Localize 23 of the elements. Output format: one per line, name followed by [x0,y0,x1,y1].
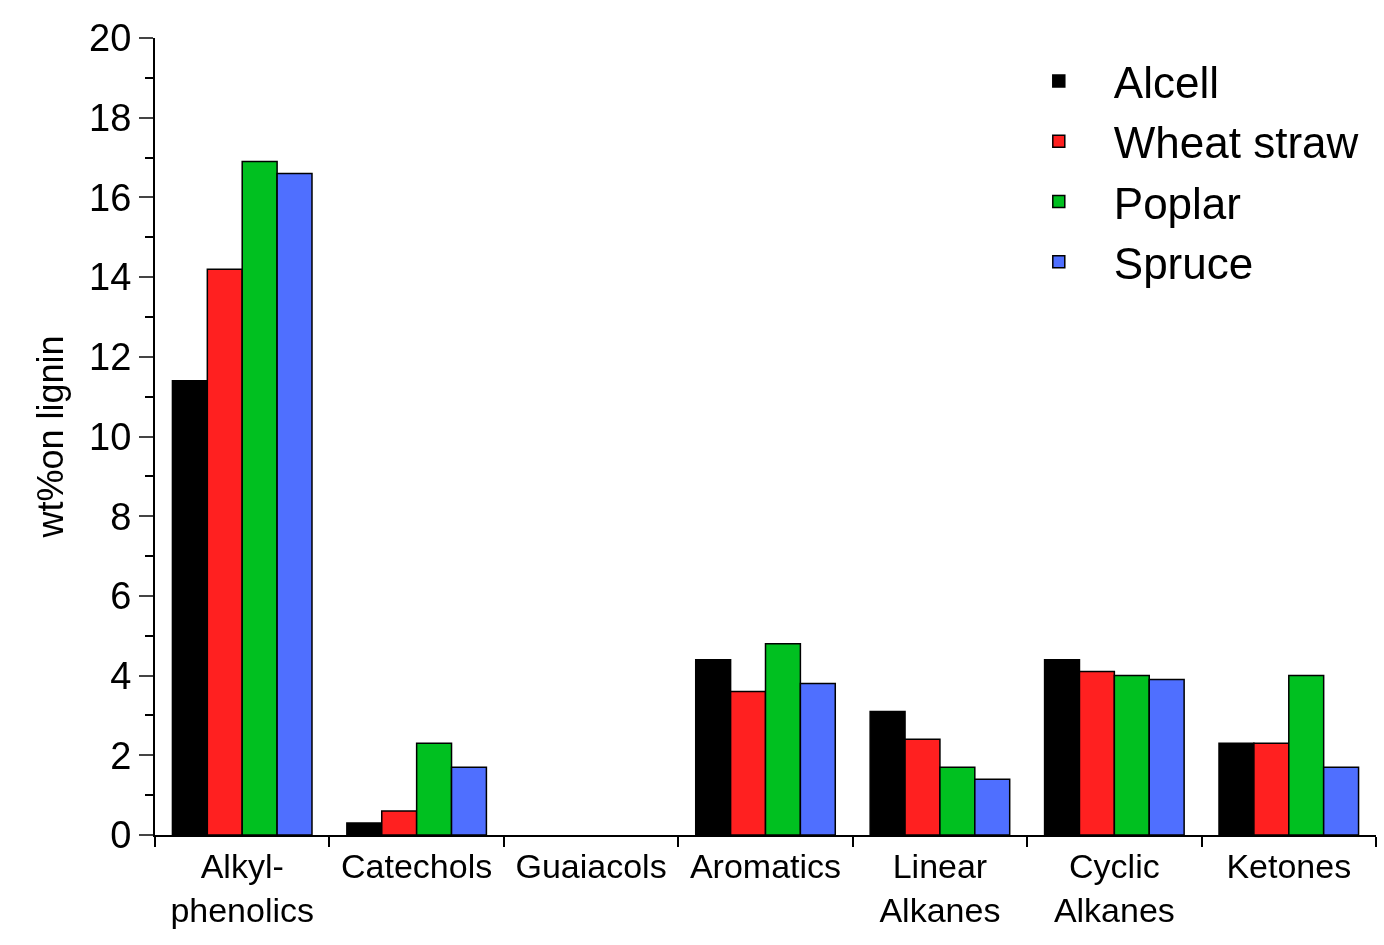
y-tick-label: 10 [89,415,132,458]
y-tick-label: 4 [110,654,132,697]
x-tick-label: Guaiacols [515,846,667,885]
legend-label: Wheat straw [1113,118,1359,168]
x-tick-label: Catechols [341,846,493,885]
y-tick-label: 16 [89,176,132,219]
legend-label: Spruce [1113,238,1254,288]
legend-label: Poplar [1113,178,1241,228]
x-tick-label: Linear Alkanes [879,846,1001,929]
legend-label: Alcell [1113,58,1219,108]
y-axis-title: wt%on lignin [29,335,71,539]
y-tick-label: 20 [89,17,132,60]
x-tick-label: Cyclic Alkanes [1053,846,1175,929]
y-tick-label: 2 [110,734,132,777]
x-tick-label: Alkyl- phenolics [170,846,315,929]
x-tick-label: Aromatics [689,846,842,885]
y-tick-label: 0 [110,814,132,857]
x-tick-label: Ketones [1226,846,1352,885]
y-tick-label: 6 [110,575,132,618]
y-tick-label: 18 [89,97,132,139]
y-tick-label: 8 [110,495,132,538]
y-tick-label: 12 [89,336,132,379]
y-tick-label: 14 [89,256,132,299]
